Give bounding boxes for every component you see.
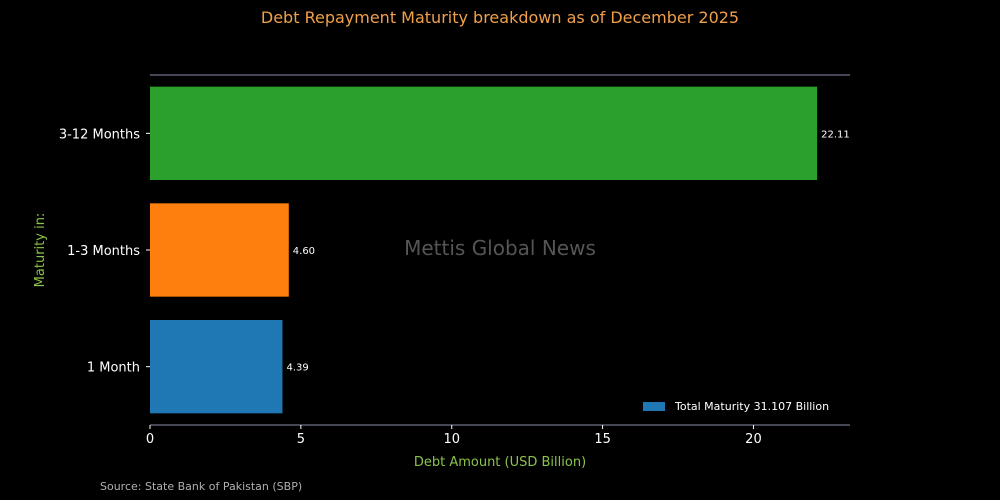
legend-label: Total Maturity 31.107 Billion — [675, 400, 830, 413]
chart-title: Debt Repayment Maturity breakdown as of … — [260, 8, 740, 27]
watermark: Mettis Global News — [404, 236, 596, 260]
x-tick-label: 20 — [745, 432, 762, 447]
y-tick-label: 3-12 Months — [59, 127, 140, 142]
legend-swatch — [643, 402, 665, 411]
legend: Total Maturity 31.107 Billion — [643, 400, 829, 413]
x-tick-label: 5 — [297, 432, 305, 447]
bar-3-12-months — [150, 86, 818, 180]
x-tick-label: 10 — [443, 432, 460, 447]
x-tick-label: 0 — [146, 432, 154, 447]
bar-value-label: 22.11 — [821, 129, 850, 140]
bar-1-month — [150, 320, 283, 414]
bar-value-label: 4.60 — [293, 246, 315, 257]
y-tick-label: 1 Month — [87, 361, 140, 376]
y-axis-label: Maturity in: — [33, 213, 48, 288]
x-tick-label: 15 — [594, 432, 611, 447]
bar-1-3-months — [150, 203, 289, 297]
x-axis-label: Debt Amount (USD Billion) — [414, 455, 586, 470]
y-tick-label: 1-3 Months — [67, 244, 140, 259]
source-note: Source: State Bank of Pakistan (SBP) — [100, 480, 303, 493]
bar-value-label: 4.39 — [286, 363, 308, 374]
